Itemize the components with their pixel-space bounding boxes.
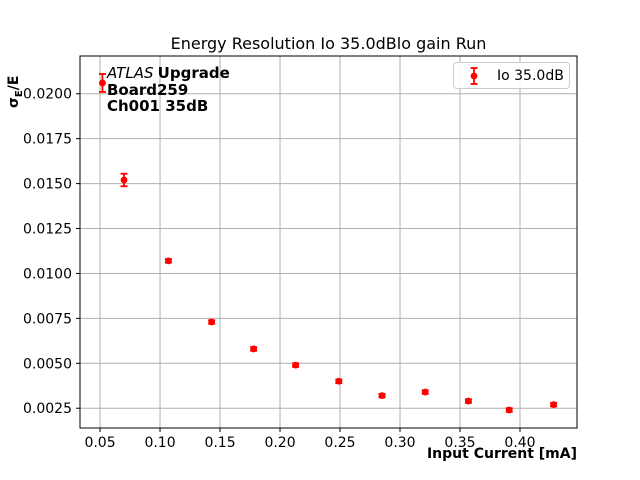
y-axis-label-subscript: E bbox=[13, 90, 25, 98]
svg-text:0.0075: 0.0075 bbox=[23, 311, 72, 327]
svg-text:0.0200: 0.0200 bbox=[23, 87, 72, 103]
errorbar-marker-icon bbox=[470, 66, 478, 85]
svg-text:0.40: 0.40 bbox=[504, 435, 535, 451]
svg-text:0.05: 0.05 bbox=[84, 435, 115, 451]
legend-label: Io 35.0dB bbox=[497, 67, 564, 84]
svg-text:0.0100: 0.0100 bbox=[23, 266, 72, 282]
chart-title: Energy Resolution Io 35.0dBlo gain Run bbox=[170, 34, 487, 53]
x-axis-label: Input Current [mA] bbox=[426, 446, 577, 462]
svg-text:0.35: 0.35 bbox=[444, 435, 475, 451]
svg-text:0.0150: 0.0150 bbox=[23, 177, 72, 193]
annotation-block: ATLAS Upgrade Board259 Ch001 35dB bbox=[107, 65, 230, 115]
svg-text:0.20: 0.20 bbox=[264, 435, 295, 451]
annotation-line-2: Board259 bbox=[107, 80, 189, 99]
y-axis-label: σE/E bbox=[6, 76, 25, 108]
annotation-line-3: Ch001 35dB bbox=[107, 97, 209, 115]
y-axis-label-sigma: σ bbox=[6, 97, 22, 108]
svg-text:0.10: 0.10 bbox=[144, 435, 175, 451]
svg-text:0.0025: 0.0025 bbox=[23, 401, 72, 417]
svg-text:0.30: 0.30 bbox=[384, 435, 415, 451]
annotation-atlas-text: ATLAS bbox=[107, 64, 154, 82]
svg-text:0.0175: 0.0175 bbox=[23, 132, 72, 148]
annotation-upgrade-text: Upgrade bbox=[157, 64, 230, 82]
annotation-line-1: ATLAS Upgrade bbox=[107, 65, 230, 82]
legend-box: Io 35.0dB bbox=[453, 62, 570, 89]
svg-text:0.15: 0.15 bbox=[204, 435, 235, 451]
svg-text:0.0125: 0.0125 bbox=[23, 222, 72, 238]
svg-text:0.0050: 0.0050 bbox=[23, 356, 72, 372]
y-axis-label-rest: /E bbox=[6, 75, 22, 91]
svg-text:0.25: 0.25 bbox=[324, 435, 355, 451]
